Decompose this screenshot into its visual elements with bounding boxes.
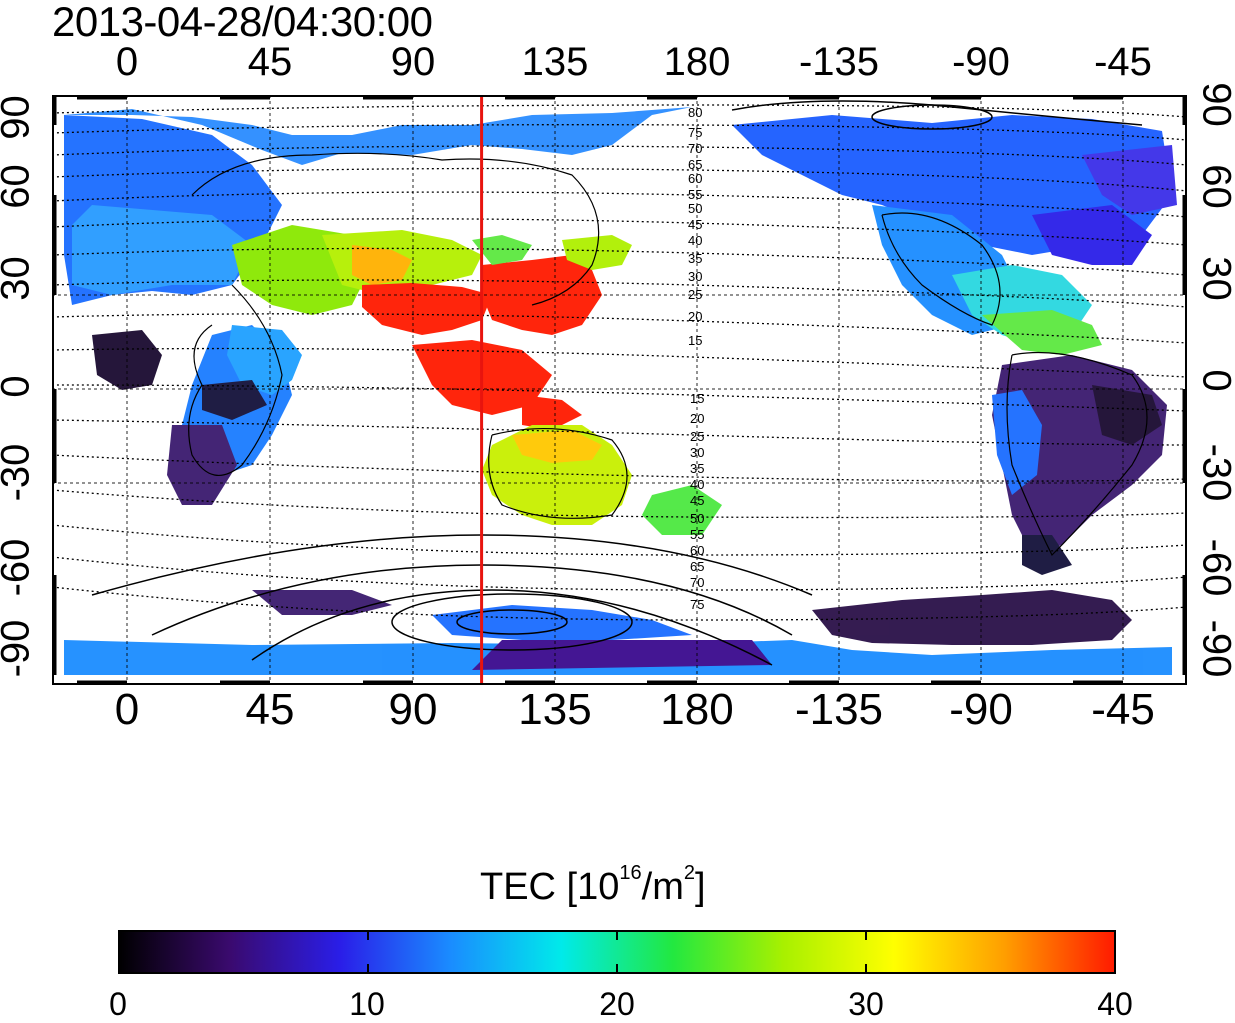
contour-label: 45 (688, 217, 702, 232)
right-lat-label: 60 (1194, 157, 1235, 217)
contour-label: 70 (690, 575, 704, 590)
top-lon-label: 90 (391, 40, 436, 85)
contour-label: 30 (690, 445, 704, 460)
contour-label: 80 (688, 105, 702, 120)
contour-label: 65 (688, 157, 702, 172)
contour-label: 70 (688, 141, 702, 156)
contour-label: 20 (688, 309, 702, 324)
contour-label: 55 (688, 187, 702, 202)
top-lon-label: 45 (248, 40, 293, 85)
contour-label: 50 (690, 511, 704, 526)
top-lon-label: 180 (664, 40, 731, 85)
colorbar-tick-label: 40 (1097, 986, 1133, 1023)
colorbar-title-exponent: 16 (619, 862, 641, 884)
top-lon-label: 135 (522, 40, 589, 85)
contour-label: 30 (688, 269, 702, 284)
left-lat-label: -30 (0, 423, 39, 523)
contour-label: 60 (688, 171, 702, 186)
colorbar-title-suffix: ] (695, 866, 706, 908)
top-lon-label: -90 (952, 40, 1010, 85)
colorbar-tick-label: 20 (599, 986, 635, 1023)
contour-label: 40 (688, 233, 702, 248)
top-lon-label: 0 (116, 40, 138, 85)
colorbar-title-unit: /m (642, 866, 684, 908)
bottom-lon-label: -135 (795, 685, 883, 735)
right-lat-label: 90 (1194, 75, 1235, 135)
contour-label: 35 (690, 461, 704, 476)
top-lon-label: -45 (1094, 40, 1152, 85)
contour-label: 50 (688, 201, 702, 216)
contour-label: 35 (688, 251, 702, 266)
contour-label: 25 (690, 429, 704, 444)
timestamp-title: 2013-04-28/04:30:00 (52, 0, 433, 46)
colorbar-tick-label: 10 (349, 986, 385, 1023)
left-lat-label: 90 (0, 88, 39, 148)
top-lon-label: -135 (799, 40, 879, 85)
bottom-lon-label: 45 (246, 685, 295, 735)
contour-label: 60 (690, 543, 704, 558)
contour-label: 75 (690, 597, 704, 612)
colorbar-title: TEC [1016/m2] (480, 866, 706, 909)
right-lat-label: -90 (1194, 599, 1235, 699)
left-lat-label: 30 (0, 249, 39, 309)
bottom-lon-label: 180 (660, 685, 733, 735)
contour-label: 65 (690, 559, 704, 574)
bottom-lon-label: 90 (389, 685, 438, 735)
bottom-lon-label: -90 (949, 685, 1013, 735)
contour-label: 15 (690, 391, 704, 406)
bottom-lon-label: 135 (518, 685, 591, 735)
colorbar-title-prefix: TEC [10 (480, 866, 619, 908)
contour-label: 25 (688, 287, 702, 302)
right-lat-label: 0 (1194, 351, 1235, 411)
left-lat-label: -90 (0, 599, 39, 699)
bottom-lon-label: -45 (1091, 685, 1155, 735)
right-lat-label: 30 (1194, 249, 1235, 309)
left-lat-label: 60 (0, 157, 39, 217)
contour-label: 15 (688, 333, 702, 348)
contour-label: 20 (690, 411, 704, 426)
contour-label: 75 (688, 125, 702, 140)
contour-label: 40 (690, 477, 704, 492)
right-lat-label: -30 (1194, 423, 1235, 523)
contour-label: 55 (690, 527, 704, 542)
colorbar (118, 930, 1117, 975)
bottom-lon-label: 0 (115, 685, 139, 735)
contour-label: 45 (690, 493, 704, 508)
colorbar-title-unit-exponent: 2 (684, 862, 695, 884)
colorbar-tick-label: 0 (109, 986, 127, 1023)
left-lat-label: 0 (0, 357, 39, 417)
colorbar-tick-label: 30 (848, 986, 884, 1023)
